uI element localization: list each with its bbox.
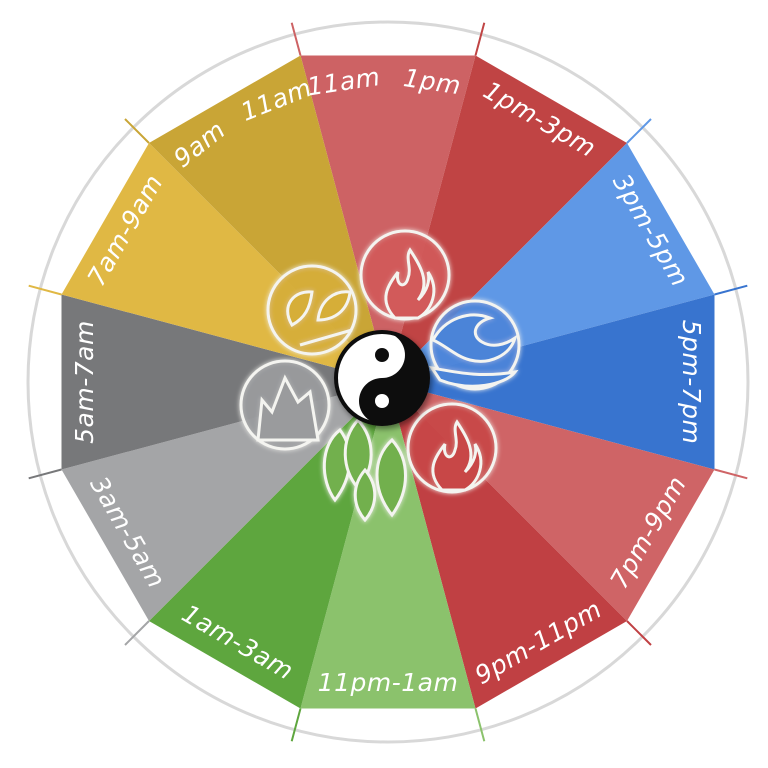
seg-11pm-1am — [300, 382, 476, 709]
seg-5pm-7pm-label: 5pm-7pm — [677, 320, 706, 445]
tick-mark — [474, 22, 486, 56]
tick-mark — [28, 468, 62, 480]
metal-element-icon — [239, 359, 331, 451]
water-element-icon — [428, 299, 521, 391]
fire-element-icon — [359, 229, 451, 321]
tick-mark — [714, 468, 748, 480]
fire-element-icon-2 — [406, 402, 498, 494]
tick-mark — [290, 22, 302, 56]
seg-11pm-1am-label: 11pm-1am — [318, 668, 459, 697]
wood-element-icon — [322, 417, 407, 523]
seg-1pm-3pm — [388, 55, 627, 382]
tick-mark — [124, 118, 150, 144]
seg-11am-1pm — [300, 55, 476, 382]
tick-mark — [626, 620, 652, 646]
tick-mark — [290, 708, 302, 742]
tick-mark — [474, 708, 486, 742]
seg-5am-7am — [61, 294, 388, 470]
earth-element-icon — [266, 264, 358, 356]
seg-5am-7am-label: 5am-7am — [70, 320, 99, 444]
seg-5pm-7pm — [388, 294, 715, 470]
tick-mark — [714, 284, 748, 296]
tick-mark — [28, 284, 62, 296]
outer-tick-marks — [28, 22, 748, 742]
yin-yang-icon — [334, 330, 430, 426]
element-icons — [239, 229, 521, 523]
tick-mark — [124, 620, 150, 646]
tick-mark — [626, 118, 652, 144]
